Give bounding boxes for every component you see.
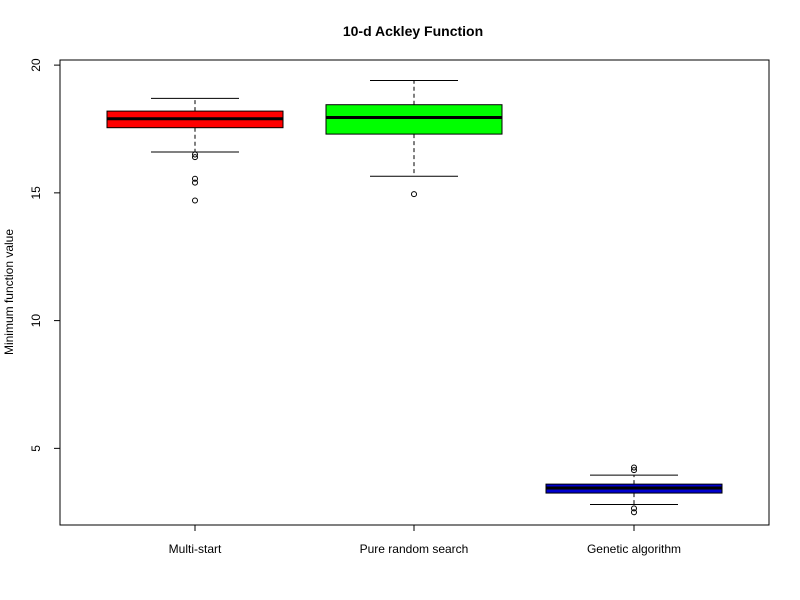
y-axis-label: Minimum function value bbox=[2, 229, 16, 355]
iqr-box bbox=[325, 104, 503, 135]
y-tick-label: 15 bbox=[29, 186, 43, 200]
outlier-point bbox=[192, 154, 198, 161]
outlier-point bbox=[631, 505, 637, 512]
outlier-point bbox=[192, 175, 198, 182]
box-2 bbox=[325, 79, 503, 198]
outlier-point bbox=[631, 464, 637, 471]
outlier-point bbox=[411, 191, 417, 198]
box-1 bbox=[106, 97, 284, 204]
y-tick-label: 10 bbox=[29, 314, 43, 328]
x-tick-label: Genetic algorithm bbox=[587, 542, 681, 556]
x-axis: Multi-start Pure random search Genetic alg… bbox=[169, 525, 681, 556]
outlier-point bbox=[192, 151, 198, 158]
outlier-point bbox=[631, 509, 637, 516]
y-axis: 5 10 15 20 bbox=[29, 58, 60, 452]
x-tick-label: Multi-start bbox=[169, 542, 222, 556]
outlier-point bbox=[631, 467, 637, 474]
outlier-point bbox=[192, 197, 198, 204]
outlier-point bbox=[192, 179, 198, 186]
y-tick-label: 20 bbox=[29, 58, 43, 72]
boxes-group bbox=[106, 79, 723, 516]
chart-title: 10-d Ackley Function bbox=[343, 23, 483, 39]
x-tick-label: Pure random search bbox=[360, 542, 469, 556]
y-tick-label: 5 bbox=[29, 445, 43, 452]
box-3 bbox=[545, 464, 723, 516]
